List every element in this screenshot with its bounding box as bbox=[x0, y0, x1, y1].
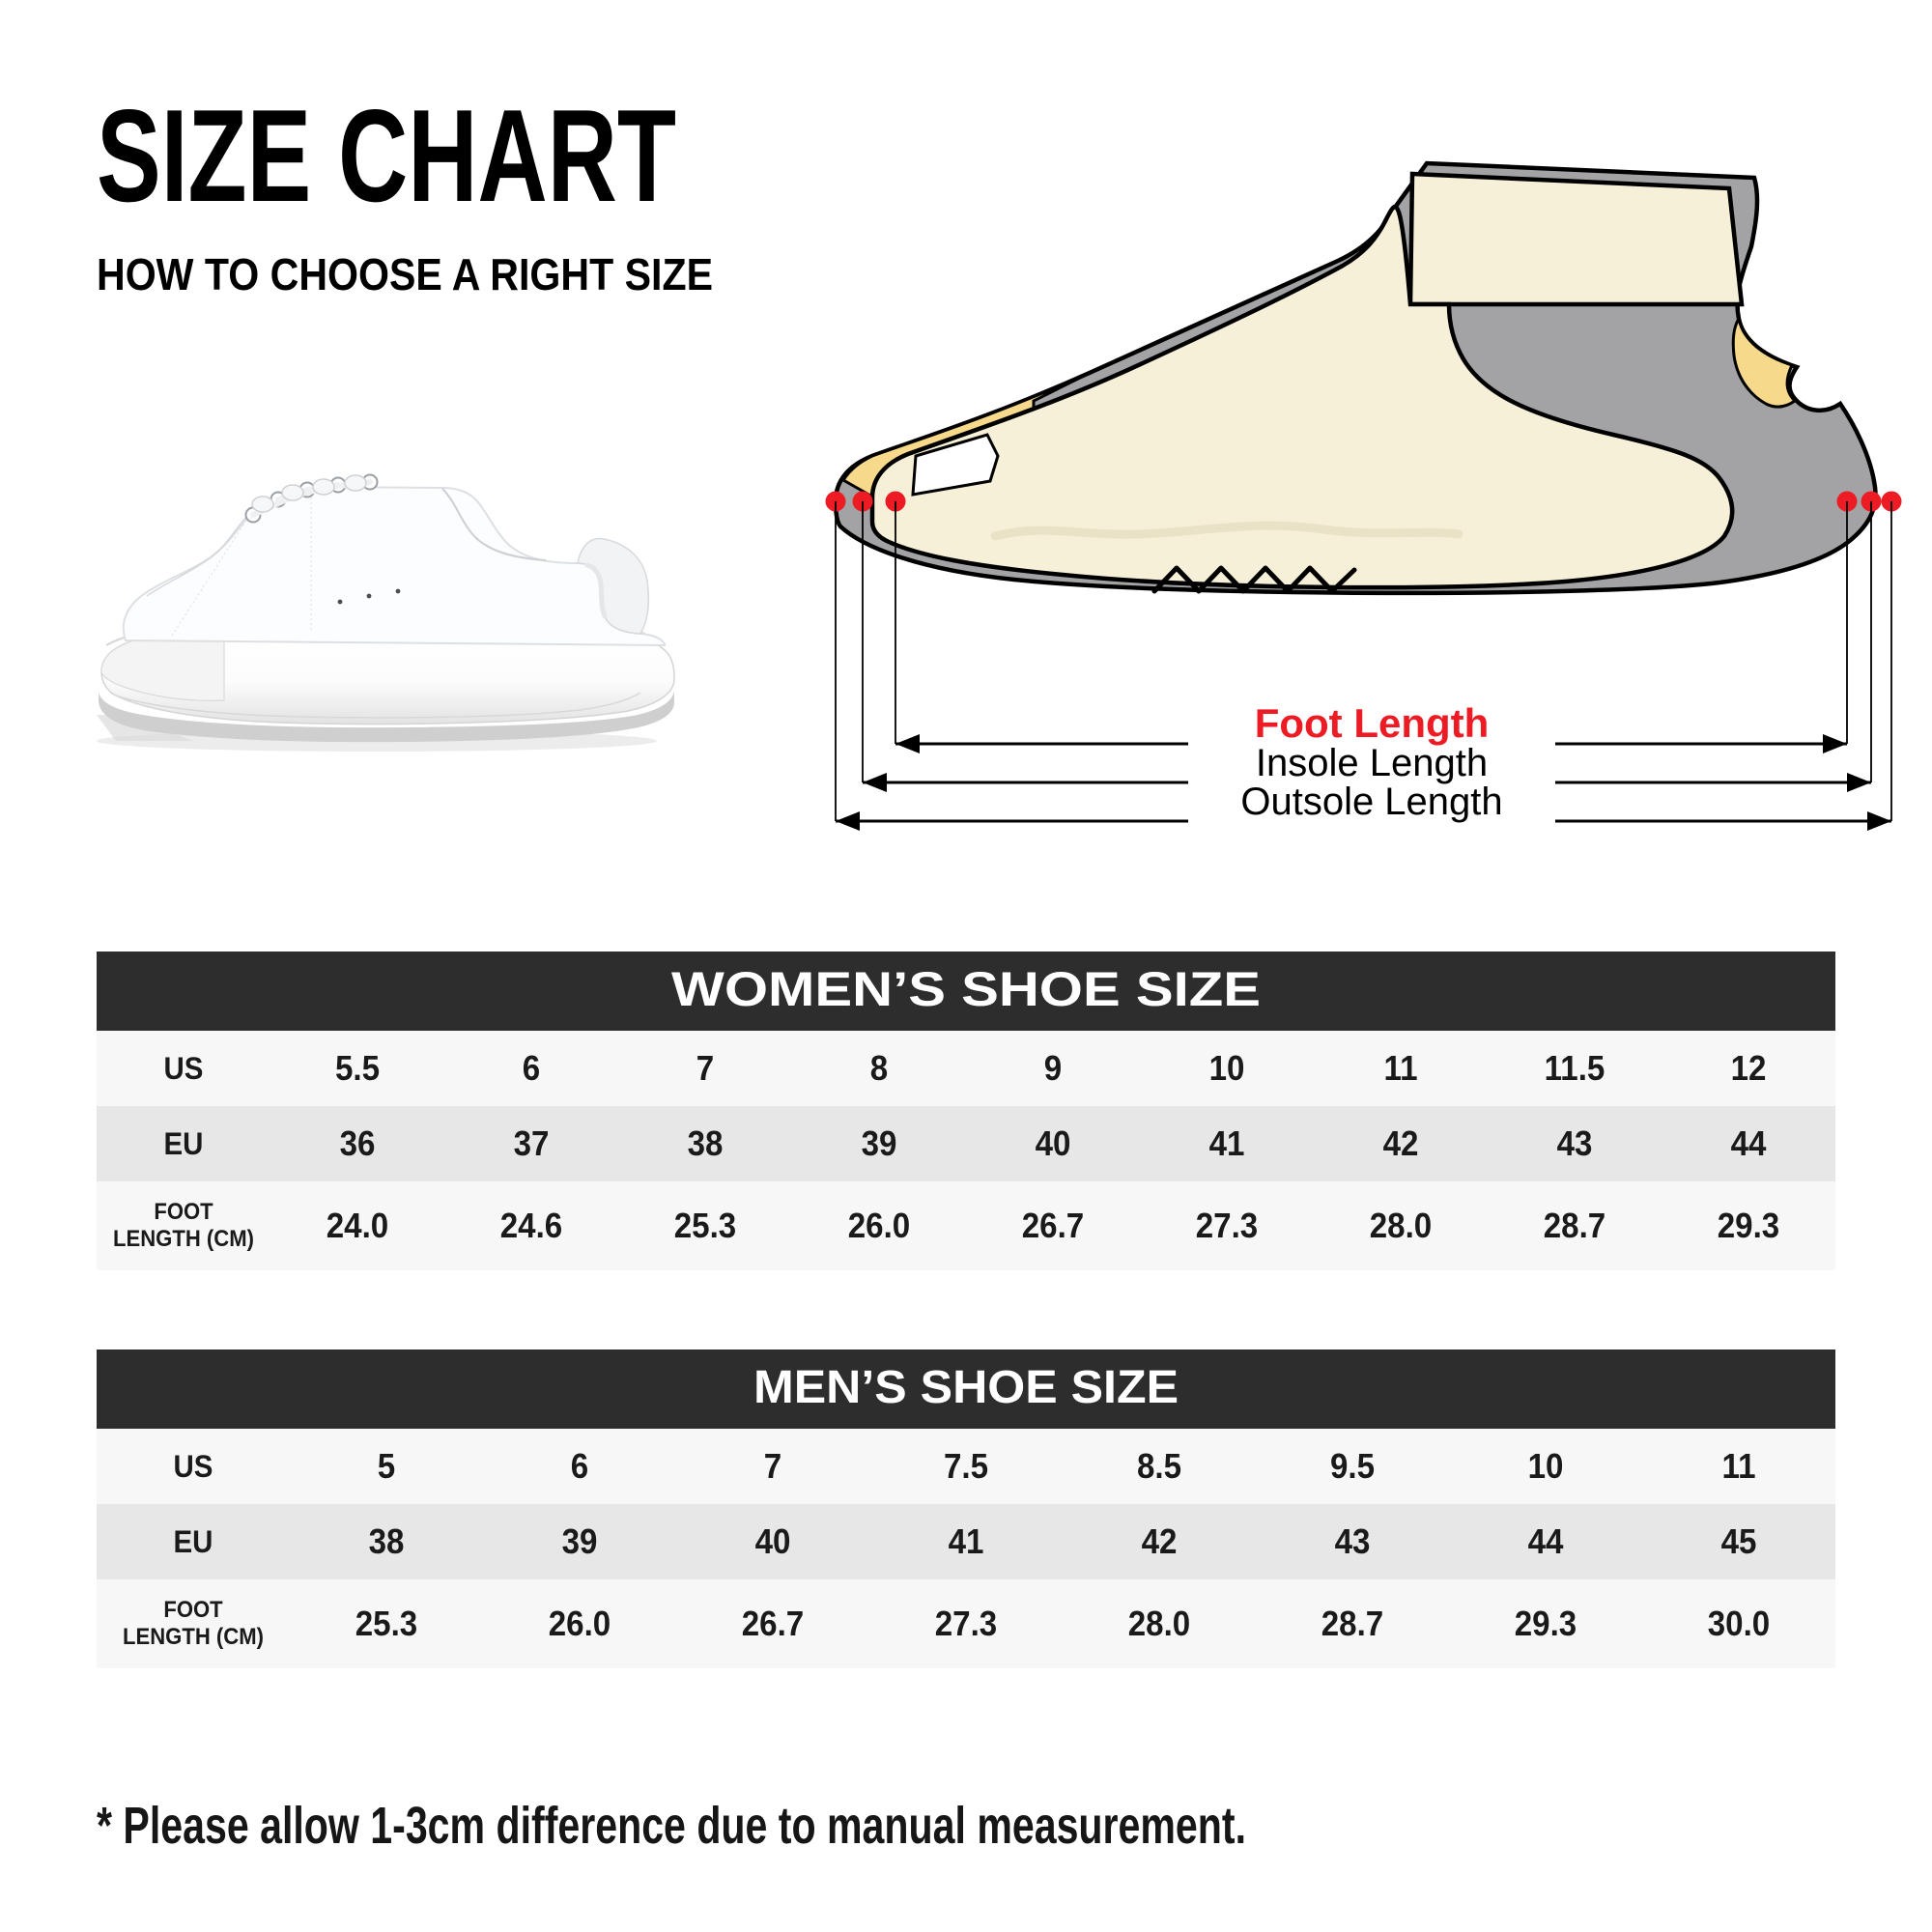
svg-text:WOMEN’S SHOE SIZE: WOMEN’S SHOE SIZE bbox=[671, 963, 1261, 1016]
svg-text:Outsole Length: Outsole Length bbox=[1240, 781, 1502, 823]
svg-text:* Please allow 1-3cm differenc: * Please allow 1-3cm difference due to m… bbox=[97, 1797, 1246, 1855]
svg-text:Foot Length: Foot Length bbox=[1255, 700, 1490, 746]
svg-text:HOW TO CHOOSE A RIGHT SIZE: HOW TO CHOOSE A RIGHT SIZE bbox=[97, 249, 713, 299]
svg-text:SIZE CHART: SIZE CHART bbox=[97, 92, 676, 227]
svg-text:Insole Length: Insole Length bbox=[1256, 742, 1488, 784]
svg-text:MEN’S SHOE SIZE: MEN’S SHOE SIZE bbox=[753, 1362, 1179, 1413]
